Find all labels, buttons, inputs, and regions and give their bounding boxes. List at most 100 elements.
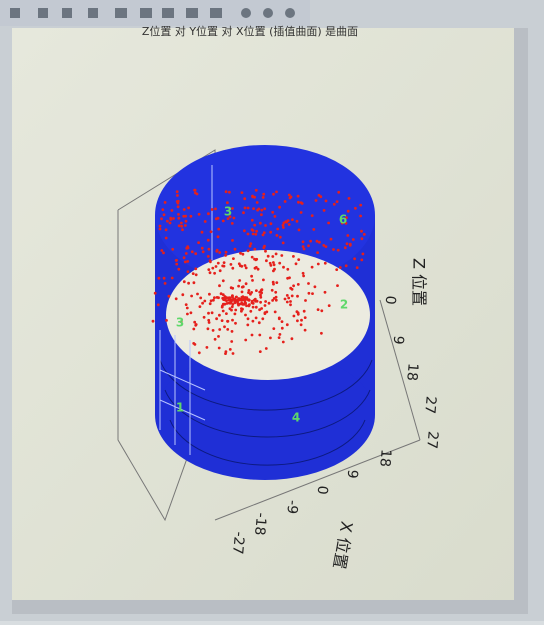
scatter-point — [209, 260, 212, 264]
scatter-point — [259, 293, 262, 297]
scatter-point — [272, 282, 275, 286]
tool-icon[interactable] — [88, 8, 98, 18]
scatter-point — [249, 242, 253, 246]
scatter-point — [230, 330, 234, 333]
scatter-point — [239, 302, 242, 306]
tool-icon[interactable] — [62, 8, 72, 18]
scatter-point — [187, 281, 191, 285]
scatter-point — [259, 295, 263, 299]
scatter-point — [255, 201, 259, 204]
scatter-point — [347, 197, 351, 200]
scatter-point — [192, 281, 196, 285]
scatter-point — [166, 219, 169, 223]
scatter-point — [282, 221, 286, 225]
scatter-point — [271, 255, 275, 258]
scatter-point — [272, 297, 276, 300]
scatter-point — [226, 319, 230, 323]
point-label: 1 — [176, 401, 184, 415]
scatter-point — [359, 214, 362, 218]
scatter-point — [270, 288, 274, 292]
scatter-point — [247, 289, 251, 292]
scatter-point — [196, 292, 199, 296]
scatter-point — [225, 312, 228, 315]
scatter-point — [277, 317, 281, 321]
scatter-point — [290, 337, 294, 341]
tool-icon[interactable] — [162, 8, 174, 18]
tool-icon[interactable] — [285, 8, 295, 18]
scatter-point — [242, 211, 245, 215]
scatter-point — [158, 224, 162, 228]
scatter-point — [234, 308, 238, 312]
scatter-point — [260, 208, 264, 212]
scatter-point — [240, 285, 244, 289]
scatter-point — [228, 348, 232, 351]
scatter-point — [231, 207, 234, 210]
scatter-point — [224, 296, 228, 300]
scatter-point — [275, 281, 279, 284]
scatter-point — [297, 258, 301, 261]
tool-icon[interactable] — [210, 8, 222, 18]
scatter-point — [285, 323, 289, 327]
scatter-point — [156, 303, 160, 307]
scatter-point — [302, 309, 306, 313]
scatter-point — [216, 235, 220, 239]
scatter-point — [264, 347, 268, 350]
scatter-point — [320, 309, 324, 313]
cylinder — [155, 145, 375, 480]
scatter-point — [243, 197, 247, 201]
scatter-point — [336, 248, 340, 252]
scatter-point — [250, 333, 254, 337]
scatter-point — [250, 274, 254, 278]
scatter-point — [200, 246, 204, 250]
scatter-point — [302, 247, 306, 251]
scatter-point — [255, 229, 258, 233]
scatter-point — [287, 193, 291, 197]
tool-icon[interactable] — [115, 8, 127, 18]
scatter-point — [207, 268, 211, 271]
scatter-point — [186, 312, 189, 316]
scatter-point — [278, 333, 282, 336]
scatter-point — [258, 308, 261, 312]
scatter-point — [259, 221, 262, 225]
scatter-point — [236, 298, 240, 302]
scatter-point — [187, 206, 191, 210]
scatter-point — [323, 261, 327, 265]
tool-icon[interactable] — [241, 8, 251, 18]
scatter-point — [237, 262, 241, 266]
scatter-point — [261, 233, 265, 237]
scatter-point — [251, 319, 255, 323]
scatter-point — [239, 297, 242, 301]
tool-icon[interactable] — [140, 8, 152, 18]
scatter-point — [259, 300, 262, 304]
scatter-point — [287, 223, 291, 226]
scatter-point — [272, 261, 275, 264]
scatter-point — [280, 254, 284, 257]
scatter-point — [276, 227, 280, 231]
scatter-point — [219, 292, 223, 296]
scatter-point — [177, 224, 181, 228]
scatter-point — [220, 319, 224, 322]
scrollbar[interactable] — [514, 28, 528, 600]
scatter-point — [265, 259, 268, 263]
scatter-point — [344, 264, 348, 268]
scatter-point — [296, 294, 299, 298]
tool-icon[interactable] — [263, 8, 273, 18]
scrollbar[interactable] — [12, 600, 528, 614]
scatter-point — [263, 311, 267, 314]
tool-icon[interactable] — [38, 8, 48, 18]
tool-icon[interactable] — [186, 8, 198, 18]
scatter-point — [203, 299, 207, 303]
scatter-point — [292, 314, 296, 318]
scatter-point — [194, 191, 197, 195]
scatter-point — [300, 318, 303, 322]
scatter-point — [233, 247, 237, 251]
scatter-point — [177, 216, 181, 220]
scatter-point — [253, 266, 257, 270]
scatter-point — [277, 336, 281, 339]
scatter-point — [172, 217, 175, 220]
scatter-point — [190, 250, 194, 254]
scatter-point — [359, 203, 363, 207]
scatter-point — [274, 290, 278, 294]
tool-icon[interactable] — [10, 8, 20, 18]
scatter-point — [269, 222, 273, 226]
